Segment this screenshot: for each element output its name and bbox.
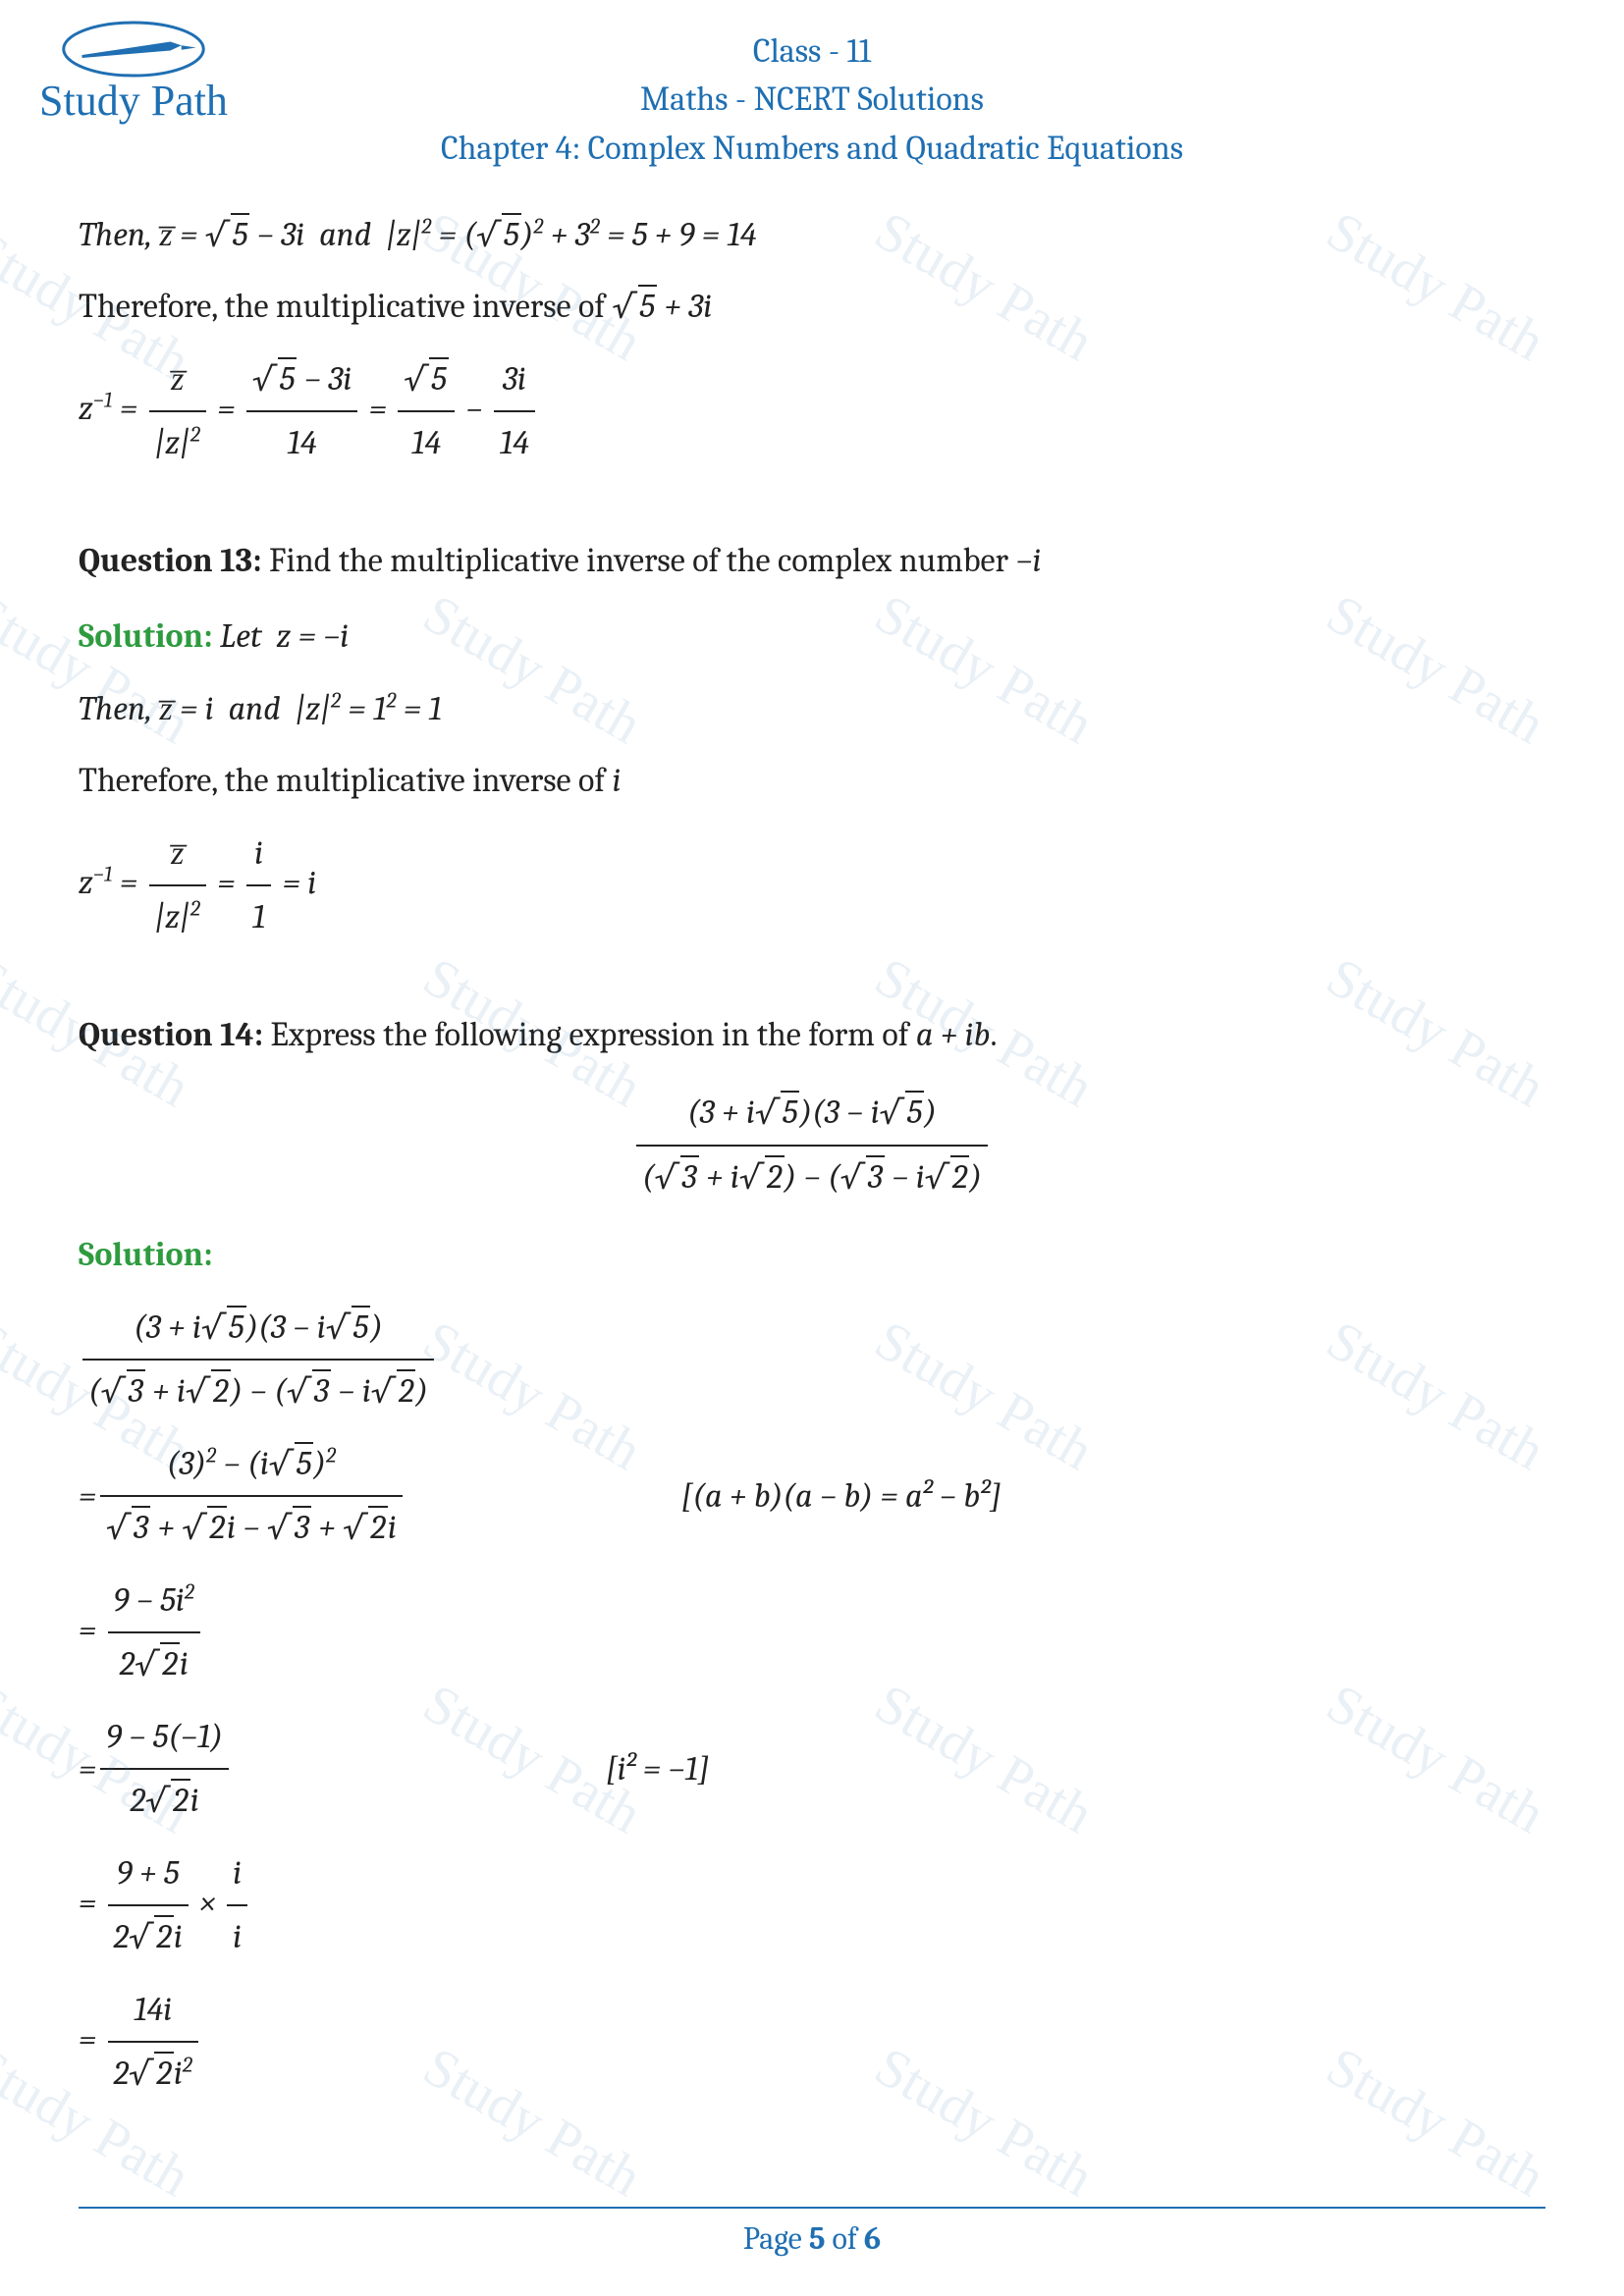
eq-q12: z−1 = z̅|z|2 = 5 − 3i14 = 514 − 3i14: [79, 350, 1545, 473]
header-chapter: Chapter 4: Complex Numbers and Quadratic…: [0, 125, 1624, 173]
page-of: of: [825, 2220, 863, 2257]
therefore-q12: Therefore, the multiplicative inverse of…: [79, 278, 1545, 337]
then-line-q12: Then, z̅ = 5 − 3i and |z|2 = (5)2 + 32 =…: [79, 206, 1545, 265]
solution-14-label: Solution:: [79, 1235, 213, 1274]
q14-given-expr: (3 + i5)(3 − i5) (3 + i2) − (3 − i2): [79, 1084, 1545, 1206]
identity-diff-squares: [(a + b)(a − b) = a² − b²]: [681, 1468, 1001, 1526]
page-total: 6: [864, 2220, 881, 2257]
q14-step1: (3 + i5)(3 − i5) (3 + i2) − (3 − i2): [79, 1299, 1545, 1421]
page-footer: Page 5 of 6: [79, 2207, 1545, 2257]
solution-13: Solution: Let z = −i: [79, 608, 1545, 667]
question-13-label: Question 13:: [79, 541, 262, 580]
q14-step4: = 9 − 5(−1) 22i [i² = −1]: [79, 1708, 1545, 1831]
question-14-label: Question 14:: [79, 1015, 263, 1054]
therefore-q13: Therefore, the multiplicative inverse of…: [79, 752, 1545, 811]
eq-q13: z−1 = z̅|z|2 = i1 = i: [79, 825, 1545, 947]
page-number: 5: [809, 2220, 826, 2257]
page-header: Study Path Class - 11 Maths - NCERT Solu…: [0, 0, 1624, 173]
question-14-text: Express the following expression in the …: [263, 1015, 997, 1054]
solution-label: Solution:: [79, 616, 213, 656]
page-content: Then, z̅ = 5 − 3i and |z|2 = (5)2 + 32 =…: [0, 173, 1624, 2104]
solution-14: Solution:: [79, 1226, 1545, 1285]
question-13-text: Find the multiplicative inverse of the c…: [262, 541, 1042, 580]
header-subject: Maths - NCERT Solutions: [0, 76, 1624, 124]
logo-text: Study Path: [39, 76, 228, 126]
question-13: Question 13: Find the multiplicative inv…: [79, 532, 1545, 591]
q14-step3: = 9 − 5i2 22i: [79, 1572, 1545, 1694]
header-class: Class - 11: [0, 27, 1624, 76]
pen-icon: [55, 20, 212, 79]
solution-13-let: Let z = −i: [213, 616, 350, 656]
identity-i-squared: [i² = −1]: [606, 1740, 709, 1799]
page-label: Page: [743, 2220, 809, 2257]
q14-step5: = 9 + 5 22i × i i: [79, 1844, 1545, 1967]
q14-step2: = (3)2 − (i5)2 3 + 2i − 3 + 2i [(a + b)(…: [79, 1435, 1545, 1558]
q14-step6: = 14i 22i2: [79, 1981, 1545, 2104]
question-14: Question 14: Express the following expre…: [79, 1006, 1545, 1065]
logo: Study Path: [39, 20, 228, 126]
then-line-q13: Then, z̅ = i and |z|2 = 12 = 1: [79, 680, 1545, 739]
